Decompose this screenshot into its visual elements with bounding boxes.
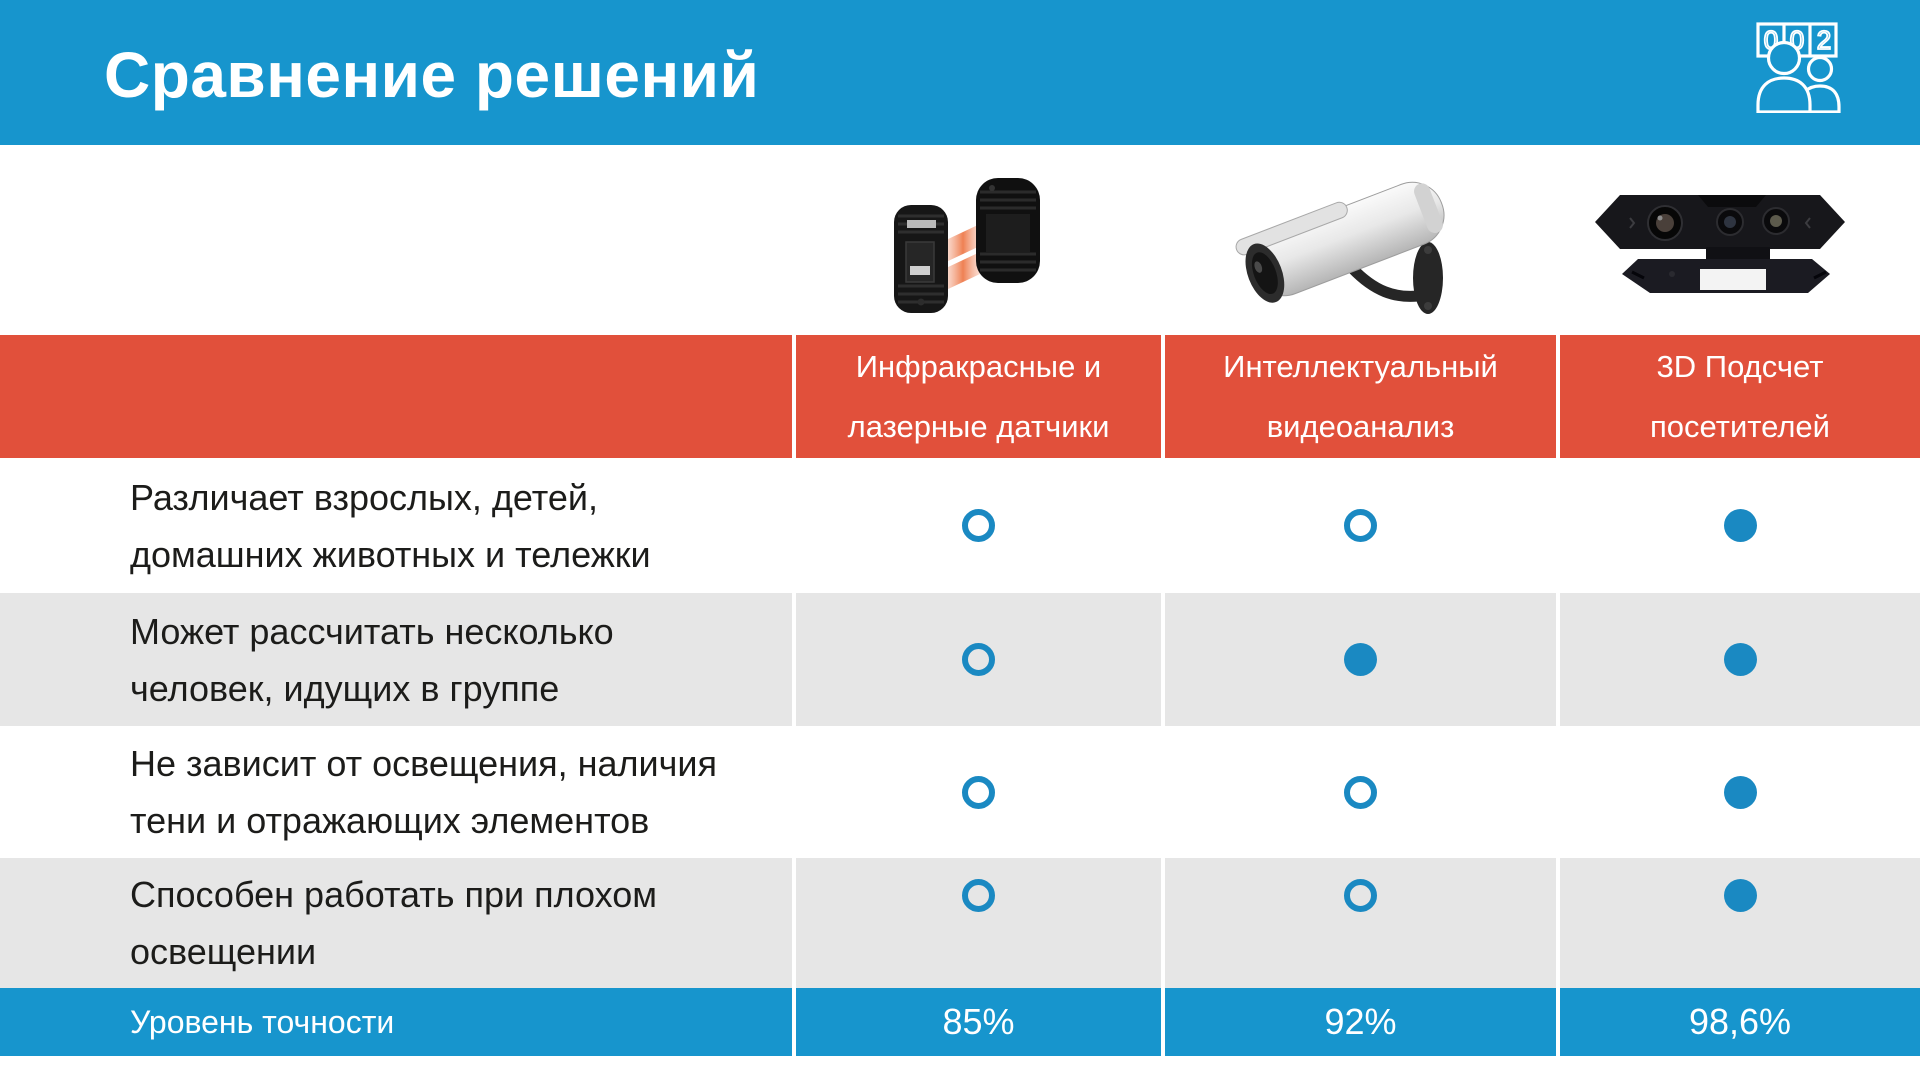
header-empty-cell <box>0 335 792 458</box>
column-header-infrared: Инфракрасные и лазерные датчики <box>792 335 1161 458</box>
status-dot <box>962 509 995 542</box>
product-images-strip <box>0 145 1920 335</box>
accuracy-value: 98,6% <box>1556 988 1920 1056</box>
value-cell <box>1556 593 1920 726</box>
cctv-camera-image <box>1235 181 1445 314</box>
counter-digit: 2 <box>1817 25 1831 55</box>
value-cell <box>1161 858 1556 988</box>
accuracy-row: Уровень точности 85% 92% 98,6% <box>0 988 1920 1056</box>
status-dot <box>1723 643 1757 676</box>
status-dot <box>1723 509 1757 542</box>
accuracy-value: 92% <box>1161 988 1556 1056</box>
table-row: Может рассчитать несколько человек, идущ… <box>0 593 1920 726</box>
table-row: Различает взрослых, детей, домашних живо… <box>0 458 1920 593</box>
value-cell <box>1556 458 1920 593</box>
accuracy-value: 85% <box>792 988 1161 1056</box>
status-dot <box>1344 775 1377 809</box>
table-row: Способен работать при плохом освещении <box>0 858 1920 988</box>
status-dot <box>962 879 995 912</box>
value-cell <box>792 593 1161 726</box>
status-dot <box>1344 509 1377 542</box>
table-header-row: Инфракрасные и лазерные датчики Интеллек… <box>0 335 1920 458</box>
infrared-laser-sensors-image <box>894 178 1040 313</box>
value-cell <box>1556 858 1920 988</box>
value-cell <box>792 858 1161 988</box>
column-header-3d-counter: 3D Подсчет посетителей <box>1556 335 1920 458</box>
status-dot <box>962 643 995 676</box>
status-dot <box>1723 879 1757 912</box>
value-cell <box>792 458 1161 593</box>
value-cell <box>1556 726 1920 858</box>
people-counter-icon: 0 0 2 <box>1756 22 1841 113</box>
accuracy-label: Уровень точности <box>130 1003 395 1040</box>
feature-label: Не зависит от освещения, наличия тени и … <box>130 743 717 841</box>
status-dot <box>1723 775 1757 809</box>
value-cell <box>792 726 1161 858</box>
value-cell <box>1161 593 1556 726</box>
page-title: Сравнение решений <box>104 39 760 111</box>
status-dot <box>1344 643 1377 676</box>
value-cell <box>1161 458 1556 593</box>
feature-label: Различает взрослых, детей, домашних живо… <box>130 476 651 575</box>
feature-label: Может рассчитать несколько человек, идущ… <box>130 610 614 709</box>
value-cell <box>1161 726 1556 858</box>
status-dot <box>1344 879 1377 912</box>
feature-label: Способен работать при плохом освещении <box>130 874 658 972</box>
column-header-video-analytics: Интеллектуальный видеоанализ <box>1161 335 1556 458</box>
3d-counter-image <box>1595 195 1845 293</box>
status-dot <box>962 775 995 809</box>
comparison-table: Инфракрасные и лазерные датчики Интеллек… <box>0 335 1920 1056</box>
slide-header: Сравнение решений 0 0 2 <box>0 0 1920 145</box>
table-row: Не зависит от освещения, наличия тени и … <box>0 726 1920 858</box>
